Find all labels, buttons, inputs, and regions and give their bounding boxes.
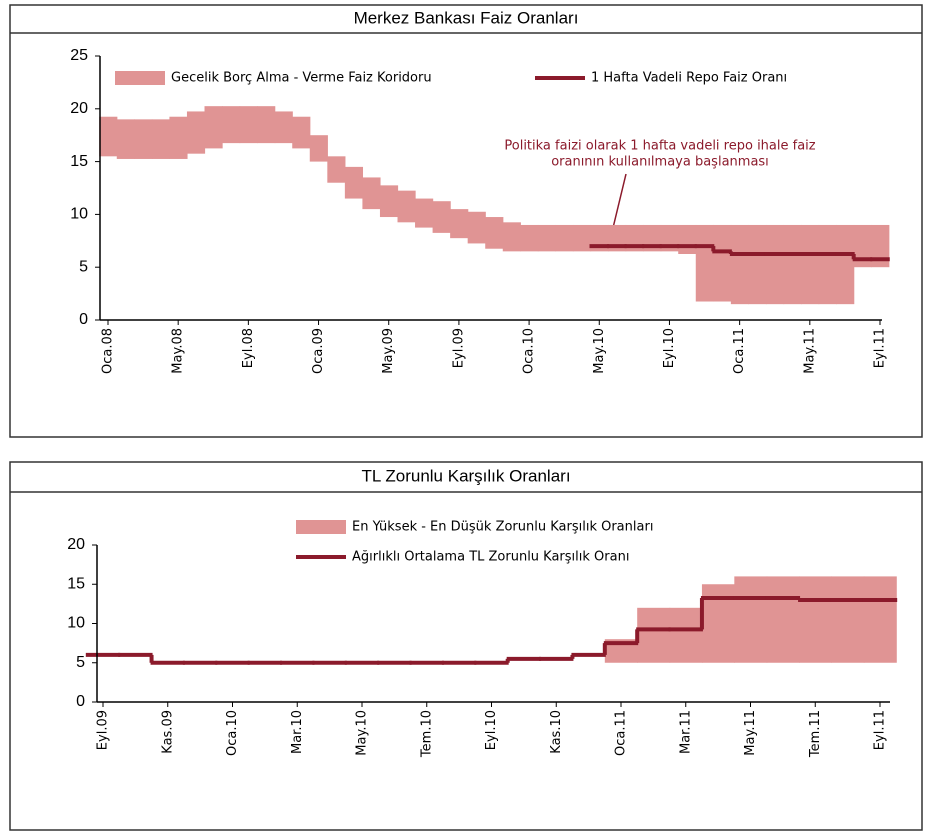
band-segment xyxy=(572,224,592,252)
band-segment xyxy=(274,111,293,144)
band-segment xyxy=(467,211,486,244)
band-segment xyxy=(748,224,767,305)
y-tick-label: 5 xyxy=(79,258,88,275)
band-segment xyxy=(799,576,833,663)
legend-swatch xyxy=(296,520,346,534)
band-segment xyxy=(836,224,855,305)
band-segment xyxy=(713,224,732,302)
band-segment xyxy=(555,224,574,252)
y-tick-label: 20 xyxy=(70,100,88,117)
x-tick-label: Mar.10 xyxy=(290,710,305,754)
band-segment xyxy=(831,576,865,663)
x-tick-label: Eyl.09 xyxy=(96,710,111,750)
y-tick-label: 20 xyxy=(67,536,85,553)
x-tick-label: Oca.10 xyxy=(522,328,537,374)
x-tick-label: Kas.10 xyxy=(549,710,564,754)
band-segment xyxy=(853,224,872,268)
x-tick-label: Oca.11 xyxy=(732,328,747,374)
band-segment xyxy=(520,224,539,252)
band-segment xyxy=(186,111,206,154)
band-segment xyxy=(695,224,714,302)
band-segment xyxy=(204,106,223,149)
x-tick-label: May.11 xyxy=(802,328,817,374)
band-segment xyxy=(432,201,451,233)
annotation-arrow xyxy=(611,173,627,233)
band-segment xyxy=(99,116,118,157)
legend-label: En Yüksek - En Düşük Zorunlu Karşılık Or… xyxy=(352,520,653,535)
band-segment xyxy=(818,224,837,305)
band-segment xyxy=(327,156,346,183)
band-segment xyxy=(257,106,276,144)
x-tick-label: May.11 xyxy=(743,710,758,756)
legend-label: Gecelik Borç Alma - Verme Faiz Koridoru xyxy=(171,71,432,86)
band-segment xyxy=(637,607,671,663)
x-tick-label: Eyl.10 xyxy=(484,710,499,750)
y-tick-label: 15 xyxy=(70,153,88,170)
x-tick-label: May.10 xyxy=(355,710,370,756)
x-tick-label: Eyl.10 xyxy=(662,328,677,368)
band-segment xyxy=(730,224,750,305)
band-segment xyxy=(151,119,171,159)
band-segment xyxy=(537,224,557,252)
x-tick-label: Oca.11 xyxy=(614,710,629,756)
band-segment xyxy=(397,190,416,223)
y-tick-label: 0 xyxy=(79,311,88,328)
y-tick-label: 10 xyxy=(70,206,88,223)
x-tick-label: Eyl.09 xyxy=(451,328,466,368)
band-segment xyxy=(485,217,504,249)
chart-title: Merkez Bankası Faiz Oranları xyxy=(354,8,579,27)
x-tick-label: Eyl.08 xyxy=(241,328,256,368)
y-tick-label: 0 xyxy=(76,693,85,710)
x-tick-label: Eyl.11 xyxy=(873,328,888,368)
band-segment xyxy=(415,198,434,228)
x-tick-label: Eyl.11 xyxy=(873,710,888,750)
x-tick-label: Oca.08 xyxy=(101,328,116,374)
band-segment xyxy=(801,224,820,305)
x-tick-label: Kas.09 xyxy=(160,710,175,754)
band-segment xyxy=(502,222,521,252)
band-segment xyxy=(239,106,258,144)
x-tick-label: Oca.10 xyxy=(225,710,240,756)
annotation: oranının kullanılmaya başlanması xyxy=(551,155,769,170)
x-tick-label: Tem.10 xyxy=(419,710,434,758)
legend-swatch xyxy=(115,71,165,85)
band-segment xyxy=(309,135,328,162)
band-segment xyxy=(783,224,802,305)
band-segment xyxy=(734,576,768,663)
band-segment xyxy=(450,209,469,239)
band-segment xyxy=(678,224,697,254)
x-tick-label: May.10 xyxy=(592,328,607,374)
legend-label: 1 Hafta Vadeli Repo Faiz Oranı xyxy=(591,71,787,86)
x-tick-label: Mar.11 xyxy=(678,710,693,754)
y-tick-label: 5 xyxy=(76,654,85,671)
band-segment xyxy=(765,224,785,305)
band-segment xyxy=(362,177,381,210)
band-segment xyxy=(871,224,890,268)
chart-title: TL Zorunlu Karşılık Oranları xyxy=(361,466,570,485)
x-tick-label: Oca.09 xyxy=(311,328,326,374)
band-segment xyxy=(344,166,364,199)
y-tick-label: 25 xyxy=(70,47,88,64)
band-segment xyxy=(134,119,153,159)
panel xyxy=(9,4,923,438)
band-segment xyxy=(766,576,800,663)
band-segment xyxy=(379,185,399,218)
band-segment xyxy=(169,116,188,159)
band-segment xyxy=(669,607,703,663)
panel xyxy=(9,461,923,831)
legend-label: Ağırlıklı Ortalama TL Zorunlu Karşılık O… xyxy=(352,550,629,565)
x-tick-label: May.08 xyxy=(171,328,186,374)
y-tick-label: 10 xyxy=(67,615,85,632)
y-tick-label: 15 xyxy=(67,575,85,592)
x-tick-label: Tem.11 xyxy=(808,710,823,758)
band-segment xyxy=(116,119,135,159)
band-segment xyxy=(222,106,241,144)
x-tick-label: May.09 xyxy=(381,328,396,374)
annotation: Politika faizi olarak 1 hafta vadeli rep… xyxy=(504,139,815,154)
band-segment xyxy=(863,576,897,663)
band-segment xyxy=(292,116,311,149)
